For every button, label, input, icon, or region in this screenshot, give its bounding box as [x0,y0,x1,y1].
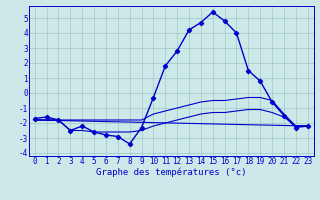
X-axis label: Graphe des températures (°c): Graphe des températures (°c) [96,167,246,177]
